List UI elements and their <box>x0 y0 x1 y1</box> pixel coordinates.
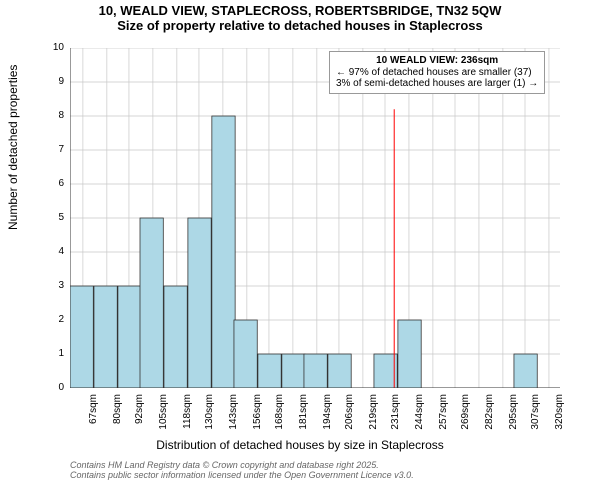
histogram-bar <box>94 286 117 388</box>
y-tick-label: 0 <box>58 382 64 393</box>
footnote-line-2: Contains public sector information licen… <box>70 470 414 480</box>
histogram-bar <box>514 354 537 388</box>
histogram-bar <box>398 320 421 388</box>
histogram-bar <box>282 354 305 388</box>
y-tick-label: 10 <box>53 42 64 53</box>
annotation-line-2: 3% of semi-detached houses are larger (1… <box>336 78 538 90</box>
y-tick-label: 2 <box>58 314 64 325</box>
histogram-bar <box>234 320 257 388</box>
y-tick-label: 5 <box>58 212 64 223</box>
histogram-bar <box>188 218 211 388</box>
y-tick-label: 8 <box>58 110 64 121</box>
annotation-line-1: ← 97% of detached houses are smaller (37… <box>336 67 538 79</box>
histogram-plot <box>70 48 560 388</box>
y-axis-label: Number of detached properties <box>6 65 20 230</box>
histogram-bar <box>118 286 141 388</box>
histogram-bar <box>70 286 93 388</box>
title-line-2: Size of property relative to detached ho… <box>0 19 600 34</box>
y-tick-label: 4 <box>58 246 64 257</box>
x-axis-label: Distribution of detached houses by size … <box>0 438 600 452</box>
chart-container: { "title_line1": "10, WEALD VIEW, STAPLE… <box>0 0 600 500</box>
y-tick-label: 7 <box>58 144 64 155</box>
y-tick-label: 6 <box>58 178 64 189</box>
annotation-box: 10 WEALD VIEW: 236sqm ← 97% of detached … <box>329 51 545 94</box>
footnote: Contains HM Land Registry data © Crown c… <box>70 460 414 481</box>
histogram-bar <box>164 286 187 388</box>
annotation-title: 10 WEALD VIEW: 236sqm <box>336 55 538 67</box>
y-tick-label: 3 <box>58 280 64 291</box>
y-tick-label: 9 <box>58 76 64 87</box>
histogram-bar <box>258 354 281 388</box>
histogram-bar <box>328 354 351 388</box>
footnote-line-1: Contains HM Land Registry data © Crown c… <box>70 460 414 470</box>
histogram-bar <box>304 354 327 388</box>
histogram-bar <box>212 116 235 388</box>
chart-title: 10, WEALD VIEW, STAPLECROSS, ROBERTSBRID… <box>0 4 600 34</box>
histogram-bar <box>140 218 163 388</box>
y-tick-label: 1 <box>58 348 64 359</box>
title-line-1: 10, WEALD VIEW, STAPLECROSS, ROBERTSBRID… <box>0 4 600 19</box>
